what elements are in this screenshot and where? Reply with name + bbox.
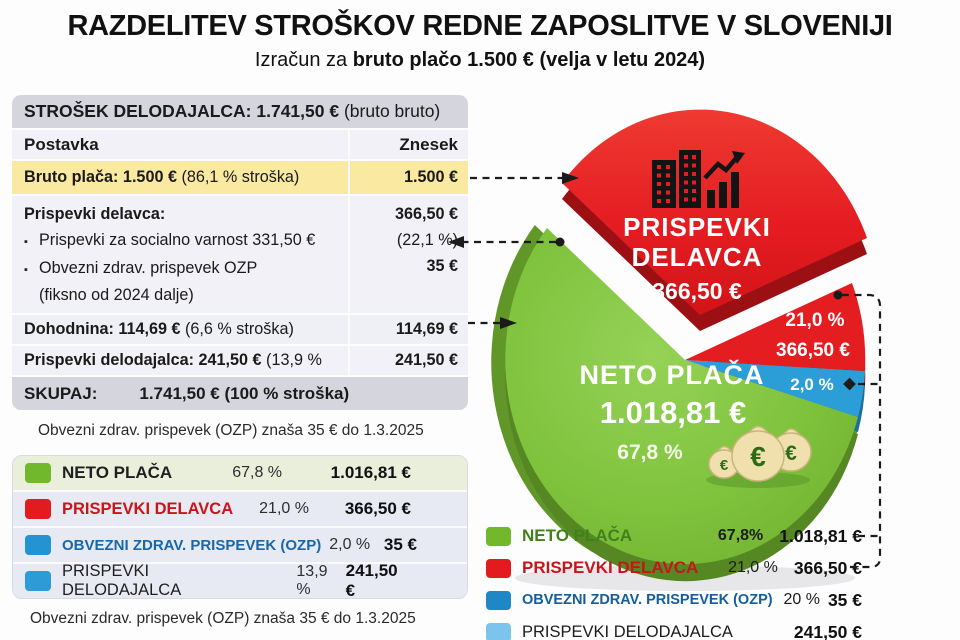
ozp-note-top: Obvezni zdrav. prispevek (OZP) znaša 35 … — [38, 422, 424, 439]
pie-chart: € € € PRISPEVKI DELAVCA 366,50 € 21,0 % … — [491, 109, 867, 591]
column-item: Postavka — [24, 135, 99, 154]
column-amount: Znesek — [348, 130, 468, 159]
header: RAZDELITEV STROŠKOV REDNE ZAPOSLITVE V S… — [0, 10, 960, 72]
table-row-dohodnina: Dohodnina: 114,69 € (6,6 % stroška) 114,… — [12, 315, 468, 344]
bullet-icon: ▪ — [24, 264, 28, 276]
table-title-row: STROŠEK DELODAJALCA: 1.741,50 € (bruto b… — [12, 95, 468, 128]
neto-slice-pct: 67,8 % — [617, 441, 683, 464]
legend-row-prispevki-delavca: PRISPEVKI DELAVCA 21,0 % 366,50 € — [486, 553, 862, 583]
legend-box-left: NETO PLAČA 67,8 % 1.016,81 € PRISPEVKI D… — [12, 455, 468, 599]
neto-slice-label: NETO PLAČA — [579, 359, 764, 390]
svg-text:€: € — [720, 457, 729, 474]
employee-slice-label: PRISPEVKI — [623, 212, 771, 242]
legend-row-prispevki-delodajalca: PRISPEVKI DELODAJALCA 13,9 % 241,50 € — [13, 561, 467, 598]
slice-small-red — [685, 283, 866, 371]
page-subtitle: Izračun za bruto plačo 1.500 € (velja v … — [254, 49, 706, 71]
ozp-note-bottom: Obvezni zdrav. prispevek (OZP) znaša 35 … — [30, 610, 416, 627]
small-red-value: 366,50 € — [776, 340, 850, 361]
legend-row-neto: NETO PLAČA 67,8 % 1.016,81 € — [13, 456, 467, 490]
legend-row-prispevki-delodajalca: PRISPEVKI DELODAJALCA 241,50 € — [486, 617, 862, 640]
money-bags-icon: € € € — [706, 425, 812, 488]
red-swatch-icon — [25, 499, 51, 519]
light-blue-swatch-icon — [486, 622, 511, 640]
employee-slice-value: 366,50 € — [652, 278, 742, 304]
slice-ozp — [685, 360, 865, 417]
blue-swatch-icon — [25, 535, 51, 555]
green-swatch-icon — [25, 463, 51, 483]
bullet-icon: ▪ — [24, 236, 28, 248]
legend-row-ozp: OBVEZNI ZDRAV. PRISPEVEK (OZP) 20 % 35 € — [486, 585, 862, 615]
legend-row-prispevki-delavca: PRISPEVKI DELAVCA 21,0 % 366,50 € — [13, 492, 467, 526]
legend-row-neto: NETO PLAČA 67,8% 1.018,81 € — [486, 521, 862, 551]
legend-box-right: NETO PLAČA 67,8% 1.018,81 € PRISPEVKI DE… — [486, 521, 862, 640]
red-swatch-icon — [486, 558, 511, 578]
table-row-prispevki-delavca: Prispevki delavca: ▪ Prispevki za socialn… — [12, 196, 468, 313]
ozp-slice-pct: 2,0 % — [790, 375, 833, 394]
neto-slice-value: 1.018,81 € — [600, 395, 747, 430]
page-title: RAZDELITEV STROŠKOV REDNE ZAPOSLITVE V S… — [67, 10, 893, 42]
table-header-row: Postavka Znesek — [12, 130, 468, 159]
table-row-bruto: Bruto plača: 1.500 € (86,1 % stroška) 1.… — [12, 161, 468, 194]
slice-employee — [562, 109, 867, 315]
cost-breakdown-panel: STROŠEK DELODAJALCA: 1.741,50 € (bruto b… — [12, 95, 468, 628]
legend-row-ozp: OBVEZNI ZDRAV. PRISPEVEK (OZP) 2,0 % 35 … — [13, 528, 467, 562]
cost-table: STROŠEK DELODAJALCA: 1.741,50 € (bruto b… — [12, 95, 468, 410]
blue-swatch-icon — [25, 571, 51, 591]
small-red-pct: 21,0 % — [785, 310, 844, 331]
green-swatch-icon — [486, 526, 511, 546]
svg-text:€: € — [785, 442, 797, 465]
employee-slice-label2: DELAVCA — [632, 242, 763, 272]
company-growth-icon — [652, 150, 745, 208]
table-row-total: SKUPAJ: 1.741,50 € (100 % stroška) — [12, 377, 468, 410]
svg-text:€: € — [750, 441, 766, 472]
table-row-prispevki-delodajalca: Prispevki delodajalca: 241,50 € (13,9 % … — [12, 346, 468, 375]
blue-swatch-icon — [486, 590, 511, 610]
